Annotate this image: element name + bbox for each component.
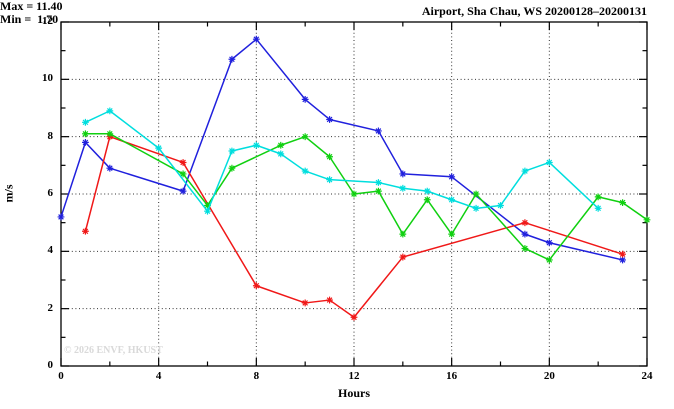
series-green-marker	[228, 164, 236, 172]
series-cyan-line	[85, 110, 599, 212]
series-blue-marker	[448, 173, 456, 181]
series-blue-marker	[179, 187, 187, 195]
series-green-marker	[472, 190, 480, 198]
series-green-marker	[423, 196, 431, 204]
series-green-marker	[521, 245, 529, 252]
series-cyan-marker	[545, 159, 553, 166]
series-green-marker	[350, 190, 358, 198]
series-blue-marker	[57, 213, 65, 221]
series-green-marker	[619, 199, 626, 206]
series-green-marker	[301, 133, 309, 141]
series-cyan-marker	[82, 118, 89, 126]
series-blue-line	[60, 38, 623, 261]
series-blue-marker	[326, 116, 333, 123]
x-tick-label: 24	[641, 370, 653, 382]
x-axis-label: Hours	[337, 386, 370, 400]
series-blue-marker	[252, 35, 260, 43]
x-tick-label: 8	[253, 370, 260, 382]
chart-title: Airport, Sha Chau, WS 20200128–20200131	[421, 4, 647, 18]
series-cyan-marker	[228, 147, 236, 155]
series-cyan-marker	[301, 167, 309, 175]
series-red-marker	[82, 227, 89, 235]
x-tick-label: 12	[348, 370, 360, 382]
x-tick-label: 4	[155, 370, 162, 382]
series-cyan-marker	[497, 202, 504, 209]
series-cyan-marker	[423, 187, 431, 195]
max-value-label: Max = 11.40	[0, 0, 63, 13]
series-blue-marker	[521, 230, 529, 238]
series-cyan-marker	[375, 179, 382, 186]
watermark: © 2026 ENVF, HKUST	[64, 345, 163, 356]
series-blue-marker	[545, 239, 553, 247]
series-blue-marker	[619, 256, 626, 264]
series-red-marker	[301, 299, 309, 307]
series-red-marker	[521, 219, 529, 227]
y-tick-label: 6	[47, 187, 54, 199]
series-cyan-marker	[448, 196, 456, 204]
y-tick-label: 4	[47, 244, 54, 257]
series-green-marker	[277, 141, 285, 149]
series-blue-marker	[399, 170, 407, 178]
series-green-marker	[594, 193, 602, 201]
series-red-line	[84, 135, 623, 319]
series-green-marker	[82, 130, 89, 138]
series-red-marker	[252, 282, 260, 290]
x-tick-label: 20	[543, 370, 555, 382]
series-cyan-marker	[399, 184, 407, 192]
maxmin-annotation: Max = 11.40 Min = 1.70	[0, 0, 674, 26]
series-blue-marker	[301, 96, 309, 103]
series-cyan-marker	[594, 204, 602, 212]
x-tick-label: 0	[58, 370, 64, 382]
series-red-marker	[179, 159, 187, 166]
y-tick-label: 2	[47, 301, 54, 314]
series-green-marker	[375, 187, 382, 195]
series-green-marker	[179, 170, 187, 178]
series-blue-marker	[228, 55, 236, 63]
x-tick-label: 16	[446, 370, 458, 382]
series-green-marker	[545, 256, 553, 264]
series-blue-marker	[375, 127, 382, 135]
series-green-line	[85, 133, 648, 261]
series-red-marker	[350, 313, 358, 321]
series-green-marker	[643, 216, 651, 224]
series-blue-marker	[82, 139, 89, 146]
series-green-marker	[106, 130, 114, 138]
series-cyan-marker	[204, 207, 211, 215]
y-tick-label: 10	[42, 72, 53, 85]
series-green-marker	[204, 202, 211, 209]
series-cyan-marker	[472, 204, 480, 212]
y-tick-label: 8	[47, 129, 54, 142]
series-cyan-marker	[277, 150, 285, 158]
series-cyan-marker	[106, 107, 114, 115]
series-blue-marker	[106, 164, 114, 172]
series-cyan-marker	[155, 144, 163, 152]
series-red-marker	[399, 253, 407, 261]
series-cyan-marker	[252, 141, 260, 149]
series-red-marker	[326, 296, 333, 304]
series-green-marker	[326, 153, 333, 161]
min-value-label: Min = 1.70	[0, 12, 59, 26]
series-green-marker	[448, 230, 456, 238]
y-tick-label: 0	[47, 359, 54, 371]
series-cyan-marker	[521, 167, 529, 175]
series-green-marker	[399, 230, 407, 238]
series-red-marker	[619, 250, 626, 258]
y-tick-label: 12	[42, 15, 53, 27]
series-cyan-marker	[326, 176, 333, 184]
